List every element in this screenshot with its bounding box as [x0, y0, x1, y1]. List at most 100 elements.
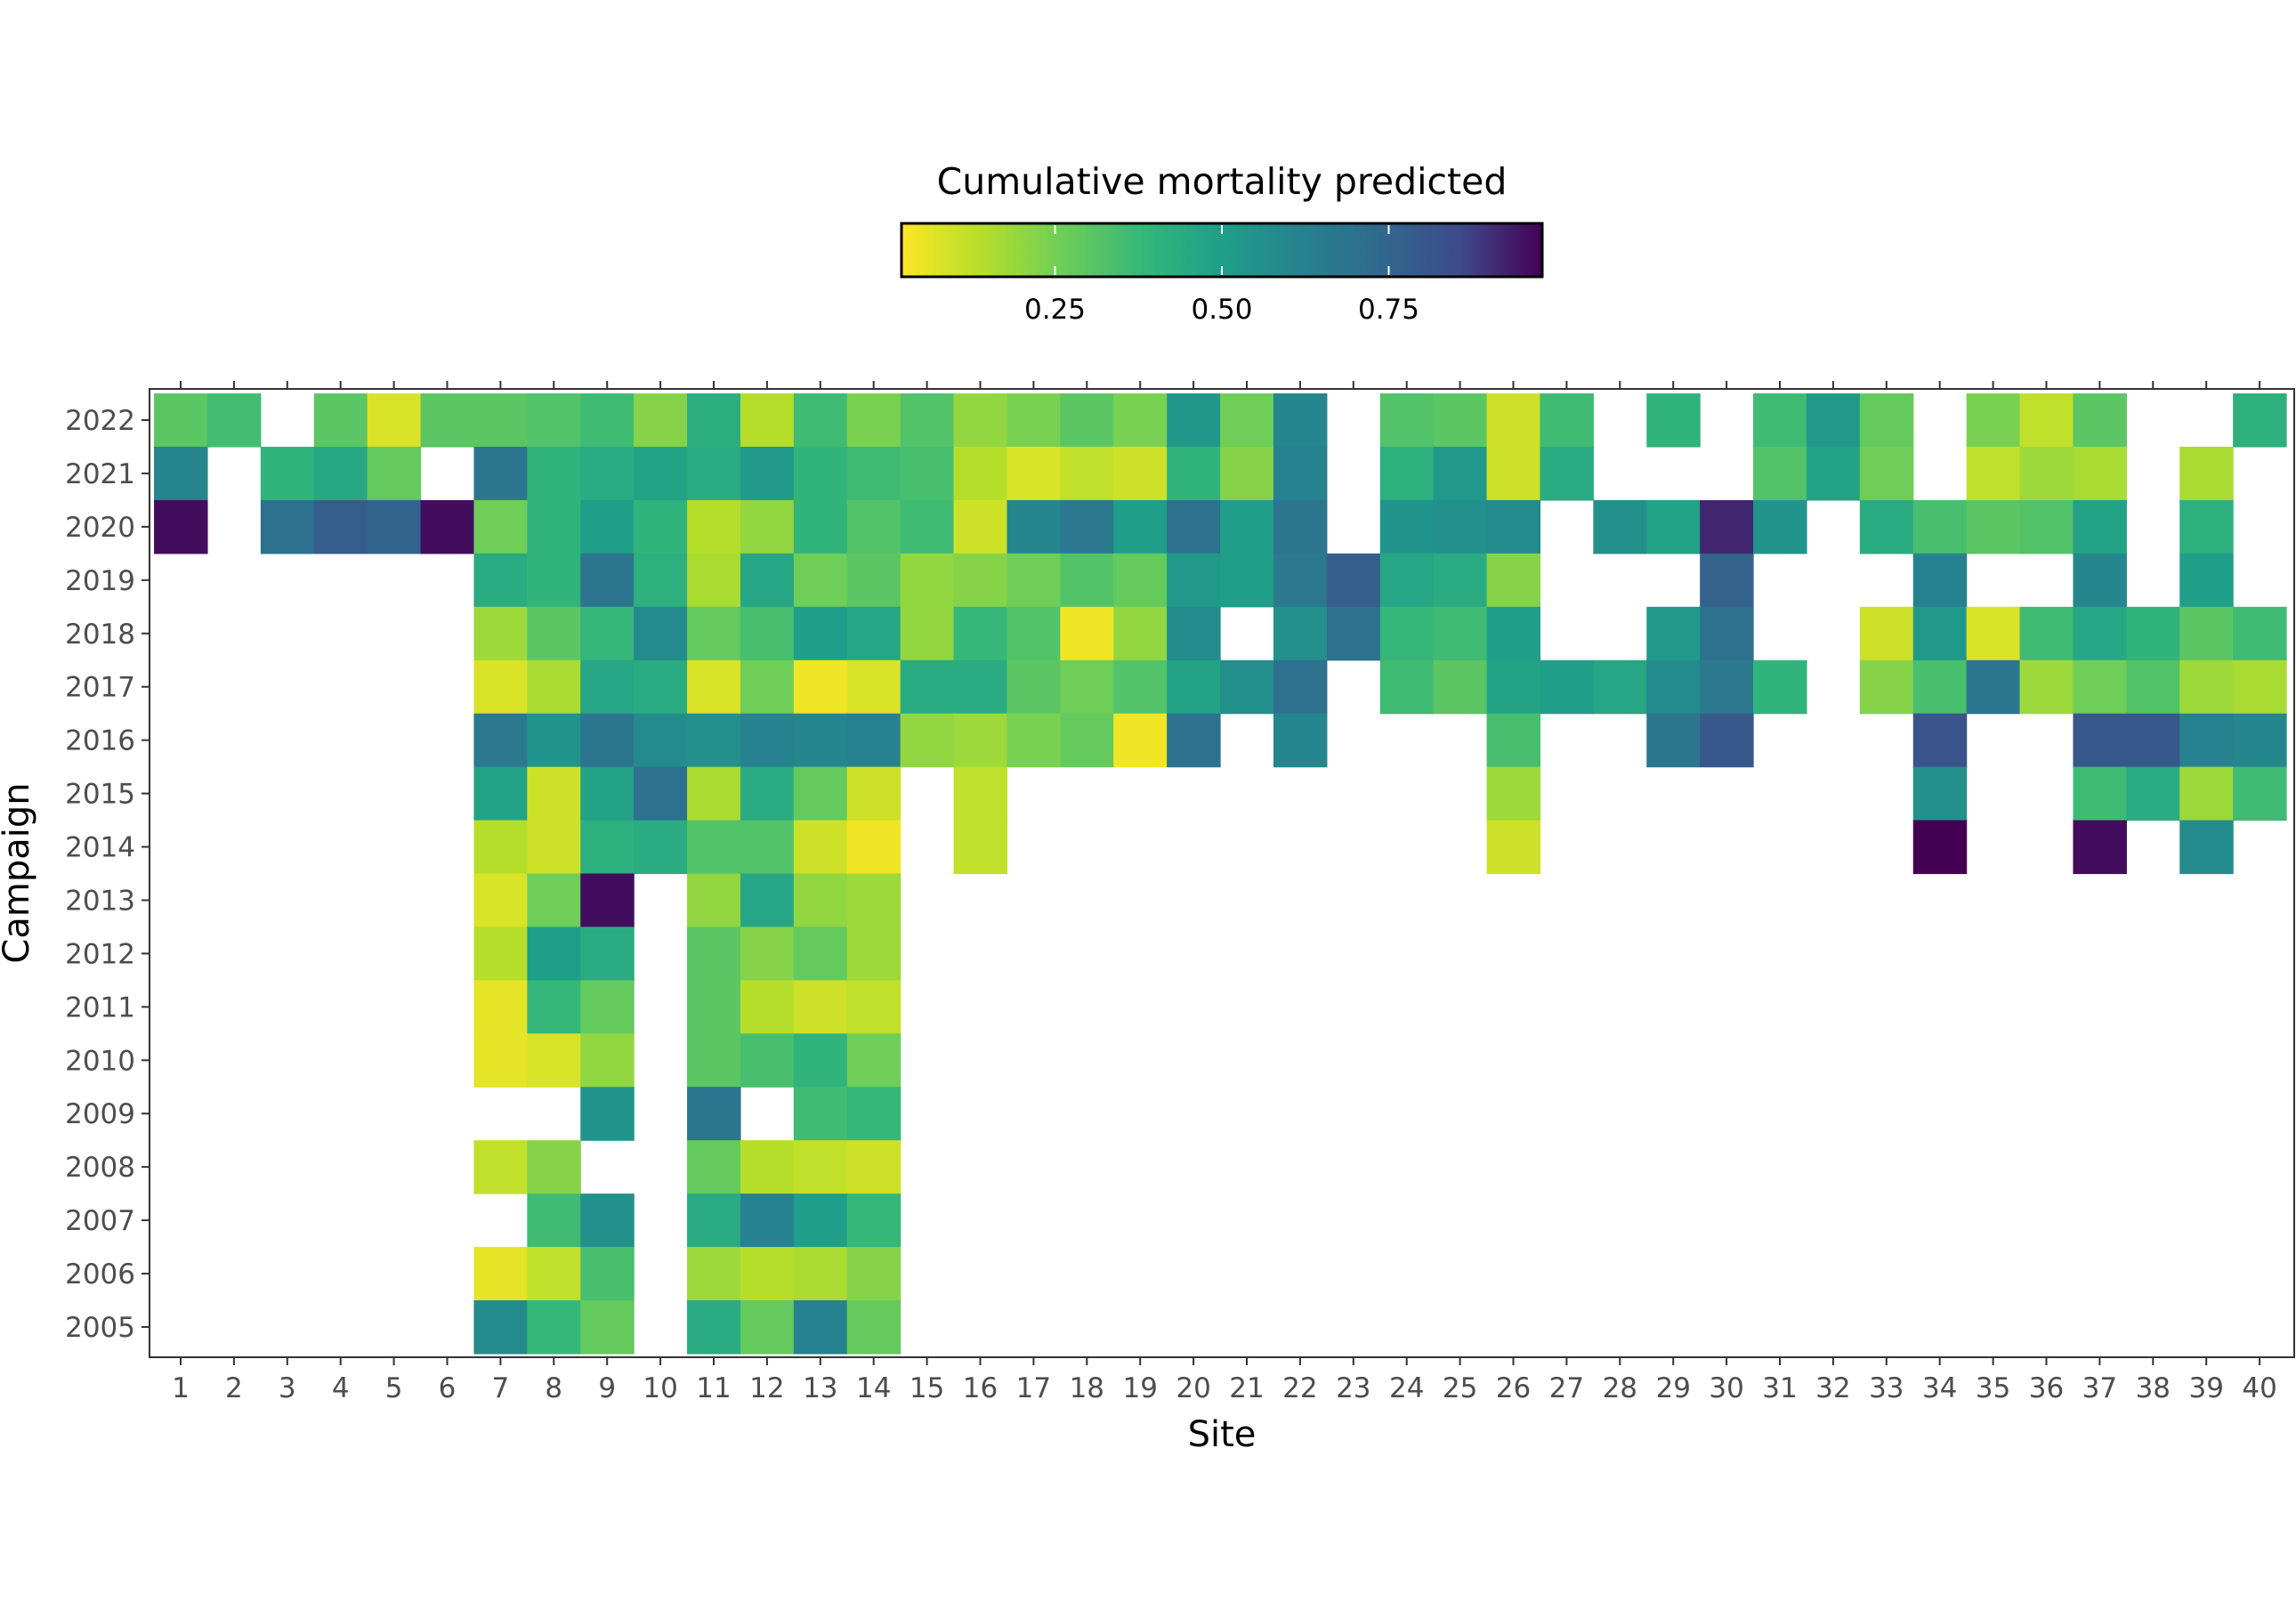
heatmap-cell — [1486, 820, 1541, 875]
heatmap-cell — [473, 393, 528, 448]
heatmap-cell — [740, 446, 795, 501]
heatmap-cell — [793, 713, 848, 768]
heatmap-cell — [580, 766, 635, 821]
heatmap-cell — [473, 553, 528, 608]
heatmap-cell — [634, 713, 688, 768]
heatmap-cell — [793, 980, 848, 1034]
heatmap-cell — [1859, 606, 1914, 661]
y-tick-label: 2010 — [65, 1045, 135, 1077]
x-tick-label: 6 — [439, 1372, 457, 1404]
heatmap-cell — [2073, 713, 2127, 768]
heatmap-cell — [580, 393, 635, 448]
heatmap-cell — [1540, 446, 1594, 501]
heatmap-cell — [1753, 499, 1807, 554]
heatmap-cell — [580, 1193, 635, 1248]
heatmap-cell — [1060, 393, 1114, 448]
heatmap-cell — [1859, 393, 1914, 448]
heatmap-cell — [1593, 659, 1647, 715]
y-tick-label: 2011 — [65, 991, 135, 1024]
heatmap-cell — [1433, 659, 1488, 715]
heatmap-cell — [740, 1033, 795, 1088]
x-tick-label: 5 — [385, 1372, 403, 1404]
heatmap-cell — [634, 659, 688, 715]
x-tick-label: 11 — [696, 1372, 731, 1404]
heatmap-cell — [1912, 766, 1968, 821]
y-tick-label: 2009 — [65, 1098, 135, 1130]
heatmap-cell — [740, 1247, 795, 1301]
heatmap-cell — [953, 446, 1008, 501]
heatmap-cell — [1486, 606, 1541, 661]
heatmap-cell — [1700, 499, 1754, 554]
heatmap-cell — [1433, 446, 1488, 501]
heatmap-cell — [1007, 446, 1061, 501]
heatmap-cell — [2179, 446, 2234, 501]
heatmap-cell — [367, 393, 422, 448]
x-tick-label: 15 — [910, 1372, 944, 1404]
heatmap-cell — [1113, 606, 1168, 661]
heatmap-cell — [1966, 393, 2021, 448]
heatmap-cell — [687, 873, 741, 928]
heatmap-cell — [260, 499, 315, 554]
heatmap-cell — [473, 820, 528, 875]
heatmap-cell — [1060, 553, 1114, 608]
heatmap-cell — [953, 606, 1008, 661]
heatmap-cell — [740, 766, 795, 821]
heatmap-cell — [1060, 659, 1114, 715]
heatmap-cell — [687, 446, 741, 501]
heatmap-cell — [687, 1033, 741, 1088]
heatmap-cell — [793, 393, 848, 448]
heatmap-cell — [1806, 393, 1861, 448]
heatmap-cell — [1220, 659, 1274, 715]
y-tick-label: 2005 — [65, 1312, 135, 1344]
heatmap-cell — [1486, 499, 1541, 554]
heatmap-cell — [1540, 393, 1594, 448]
x-tick-label: 23 — [1336, 1372, 1370, 1404]
heatmap-cell — [900, 553, 955, 608]
heatmap-cell — [900, 393, 955, 448]
y-tick-label: 2022 — [65, 405, 135, 437]
heatmap-cell — [473, 499, 528, 554]
heatmap-cell — [1486, 446, 1541, 501]
y-tick-label: 2018 — [65, 619, 135, 651]
y-tick-label: 2020 — [65, 512, 135, 544]
heatmap-cell — [846, 873, 901, 928]
heatmap-cell — [1700, 553, 1754, 608]
heatmap-cell — [154, 393, 208, 448]
heatmap-cell — [740, 1140, 795, 1194]
heatmap-cell — [793, 1033, 848, 1088]
heatmap-cell — [793, 659, 848, 715]
panel-border — [149, 388, 2295, 1358]
heatmap-cell — [527, 1247, 581, 1301]
x-tick-label: 29 — [1655, 1372, 1690, 1404]
heatmap-cell — [793, 499, 848, 554]
heatmap-cell — [1007, 393, 1061, 448]
heatmap-cell — [1273, 499, 1328, 554]
heatmap-cell — [740, 713, 795, 768]
heatmap-cell — [1486, 766, 1541, 821]
heatmap-cell — [527, 980, 581, 1034]
x-axis: 1 2 3 4 5 6 7 8 9 10 11 12 13 14 15 16 17 18 19 20 21 22 23 24 2… — [172, 1357, 2277, 1404]
x-tick-label: 1 — [172, 1372, 190, 1404]
heatmap-cell — [1060, 446, 1114, 501]
heatmap-cell — [687, 1247, 741, 1301]
heatmap-cell — [953, 499, 1008, 554]
heatmap-cell — [1806, 446, 1861, 501]
heatmap-cell — [527, 1140, 581, 1194]
x-tick-label: 8 — [545, 1372, 562, 1404]
heatmap-cell — [1486, 393, 1541, 448]
x-tick-label: 13 — [803, 1372, 837, 1404]
heatmap-cell — [527, 820, 581, 875]
heatmap-cell — [687, 713, 741, 768]
heatmap-cell — [953, 713, 1008, 768]
heatmap-cell — [473, 980, 528, 1034]
heatmap-cell — [154, 446, 208, 501]
heatmap-cell — [740, 980, 795, 1034]
heatmap-cell — [2073, 499, 2127, 554]
heatmap-cell — [687, 606, 741, 661]
x-tick-label: 3 — [279, 1372, 296, 1404]
heatmap-cell — [1379, 499, 1435, 554]
x-tick-label: 9 — [598, 1372, 616, 1404]
heatmap-cell — [740, 820, 795, 875]
heatmap-cell — [793, 1193, 848, 1248]
x-tick-label: 4 — [332, 1372, 350, 1404]
